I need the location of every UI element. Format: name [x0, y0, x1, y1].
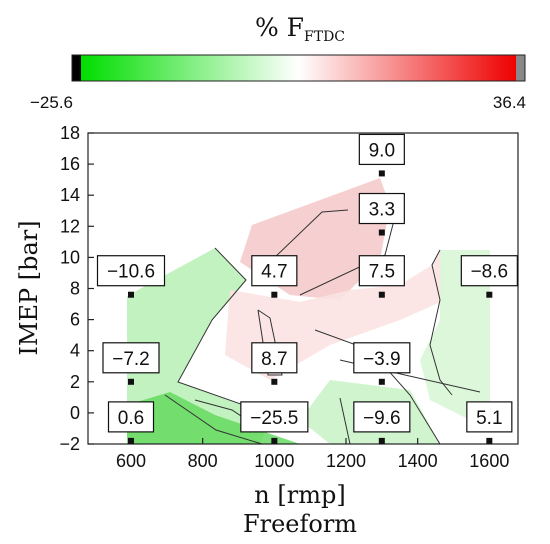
y-tick-label: 14 — [60, 185, 80, 205]
data-label-box — [466, 401, 513, 433]
data-label-box — [358, 133, 405, 166]
data-label: 4.7 — [261, 262, 287, 283]
data-label: −3.9 — [363, 349, 401, 370]
data-label-box — [353, 401, 411, 433]
contour-line — [429, 249, 453, 396]
data-point-marker — [378, 291, 385, 298]
y-tick-label: 6 — [70, 310, 80, 330]
colorbar-title-main: % F — [255, 13, 304, 42]
colorbar-gradient — [81, 55, 516, 81]
y-tick-label: 10 — [60, 247, 80, 267]
data-label: −10.6 — [107, 262, 155, 283]
plot-frame — [87, 132, 519, 445]
data-label-box — [353, 342, 411, 374]
contour-fill — [127, 178, 490, 444]
data-label: 5.1 — [476, 408, 502, 429]
data-label: 7.5 — [369, 262, 395, 283]
data-point-marker — [128, 291, 134, 298]
colorbar-title-subscript: FTDC — [304, 29, 345, 45]
contour-line — [339, 397, 351, 444]
x-tick-label: 600 — [116, 451, 146, 471]
x-tick-label: 1000 — [254, 451, 294, 471]
data-label: −9.6 — [363, 408, 401, 429]
colorbar-title: % FFTDC — [255, 13, 345, 45]
data-point-marker — [378, 378, 385, 385]
x-tick-label: 800 — [188, 451, 218, 471]
data-point-marker — [128, 378, 134, 385]
data-label: 8.7 — [261, 349, 287, 370]
data-point-marker — [271, 291, 278, 298]
y-tick-label: 0 — [70, 403, 80, 423]
x-tick-label: 1400 — [398, 451, 438, 471]
y-tick-label: 12 — [60, 216, 80, 236]
data-label-box — [251, 255, 298, 287]
data-label: 3.3 — [369, 200, 395, 221]
colorbar — [71, 54, 526, 82]
data-point-marker — [486, 437, 493, 444]
colorbar-max-label: 36.4 — [493, 93, 526, 112]
colorbar-frame — [71, 54, 526, 82]
x-tick-label: 1600 — [469, 451, 509, 471]
chart-subtitle: Freeform — [243, 510, 357, 538]
data-point-marker — [378, 170, 385, 177]
data-point-marker — [486, 291, 493, 298]
data-label-box — [358, 192, 405, 225]
colorbar-low-end — [72, 55, 81, 81]
tick-labels: 600 800 1000 1200 1400 1600 −2 0 2 4 6 8 10 12 14 16 18 — [59, 123, 509, 471]
y-tick-label: 2 — [70, 372, 80, 392]
contour-line — [177, 247, 273, 416]
data-label-box — [96, 255, 166, 287]
data-label-box — [102, 342, 160, 374]
data-point-marker — [271, 437, 278, 444]
contour-line — [271, 209, 349, 261]
data-points: −10.6 4.7 7.5 −8.6 9.0 3.3 −7.2 8.7 −3.9 0.6 −25.5… — [96, 133, 518, 444]
data-label: 9.0 — [369, 140, 395, 161]
data-point-marker — [271, 378, 278, 385]
data-point-marker — [128, 437, 134, 444]
data-point-marker — [378, 229, 385, 236]
y-tick-label: −2 — [59, 434, 80, 454]
y-tick-label: 8 — [70, 279, 80, 299]
data-label-box — [358, 255, 405, 287]
data-label: −8.6 — [471, 262, 509, 283]
y-tick-label: 18 — [60, 123, 80, 143]
green-fill-right — [420, 250, 490, 420]
colorbar-min-label: −25.6 — [30, 93, 73, 112]
data-label: −25.5 — [250, 408, 298, 429]
data-label-box — [240, 401, 309, 433]
contour-line — [164, 394, 263, 444]
x-tick-label: 1200 — [326, 451, 366, 471]
y-tick-label: 4 — [70, 341, 80, 361]
colorbar-high-end — [516, 55, 525, 81]
data-label: −7.2 — [112, 349, 150, 370]
data-point-marker — [378, 437, 385, 444]
data-label-box — [251, 342, 298, 374]
x-axis-title: n [rmp] — [254, 481, 345, 509]
data-label: 0.6 — [118, 408, 144, 429]
data-label-box — [460, 255, 518, 287]
y-tick-label: 16 — [60, 154, 80, 174]
data-label-box — [107, 401, 155, 433]
y-axis-title: IMEP [bar] — [15, 220, 43, 355]
